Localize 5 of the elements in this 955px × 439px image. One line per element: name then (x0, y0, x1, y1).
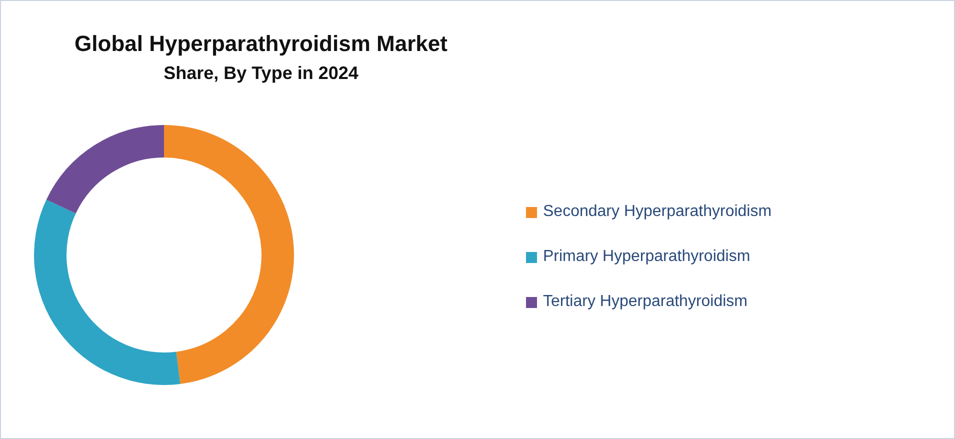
legend-label: Primary Hyperparathyroidism (543, 248, 750, 266)
chart-title: Global Hyperparathyroidism Market (74, 31, 448, 57)
chart-subtitle: Share, By Type in 2024 (162, 63, 360, 84)
legend-label: Tertiary Hyperparathyroidism (543, 293, 748, 311)
legend-label: Secondary Hyperparathyroidism (543, 203, 772, 221)
